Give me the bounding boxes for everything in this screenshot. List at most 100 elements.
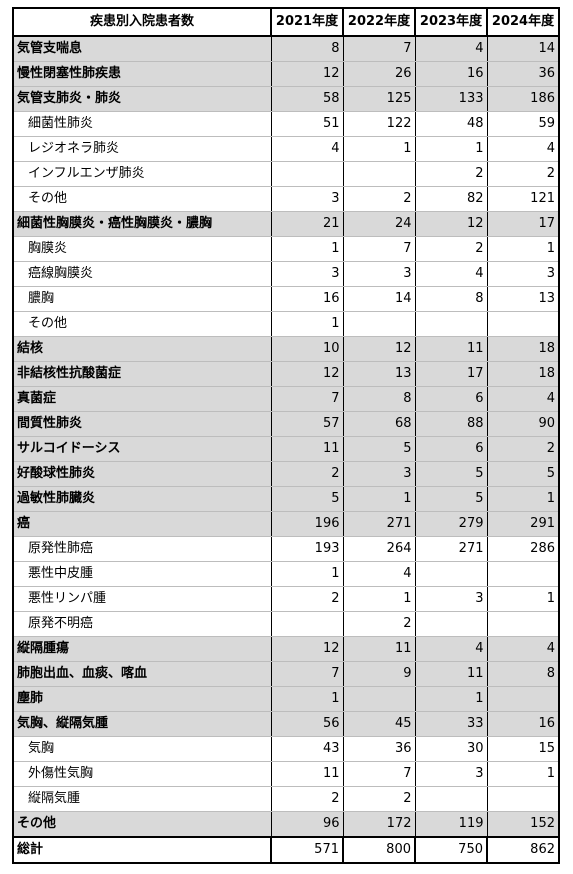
subcategory-label: 原発不明癌: [12, 611, 272, 637]
value-cell: 1: [342, 486, 416, 512]
subcategory-label: 気胸: [12, 736, 272, 762]
value-cell: 3: [414, 586, 488, 612]
category-row: その他 96 172 119 152: [12, 811, 560, 838]
subcategory-label: レジオネラ肺炎: [12, 136, 272, 162]
value-cell: 8: [414, 286, 488, 312]
subcategory-label: 悪性中皮腫: [12, 561, 272, 587]
value-cell: 14: [342, 286, 416, 312]
value-cell: 10: [270, 336, 344, 362]
value-cell: 7: [342, 761, 416, 787]
header-row: 疾患別入院患者数 2021年度 2022年度 2023年度 2024年度: [12, 7, 560, 37]
subcategory-label: インフルエンザ肺炎: [12, 161, 272, 187]
total-row: 総計 571 800 750 862: [12, 836, 560, 864]
value-cell: 5: [342, 436, 416, 462]
value-cell: [342, 311, 416, 337]
value-cell: 90: [486, 411, 560, 437]
value-cell: 3: [270, 261, 344, 287]
value-cell: 12: [270, 61, 344, 87]
category-label: その他: [12, 811, 272, 838]
subcategory-row: 胸膜炎 1 7 2 1: [12, 236, 560, 262]
value-cell: [486, 686, 560, 712]
value-cell: 4: [414, 636, 488, 662]
value-cell: 18: [486, 336, 560, 362]
category-row: 気胸、縦隔気腫 56 45 33 16: [12, 711, 560, 737]
value-cell: 122: [342, 111, 416, 137]
value-cell: [486, 311, 560, 337]
year-header: 2021年度: [270, 7, 344, 37]
category-label: 間質性肺炎: [12, 411, 272, 437]
value-cell: 11: [414, 661, 488, 687]
category-row: 気管支喘息 8 7 4 14: [12, 35, 560, 62]
subcategory-row: 気胸 43 36 30 15: [12, 736, 560, 762]
subcategory-row: その他 3 2 82 121: [12, 186, 560, 212]
value-cell: 271: [414, 536, 488, 562]
value-cell: 43: [270, 736, 344, 762]
value-cell: 133: [414, 86, 488, 112]
value-cell: 1: [414, 686, 488, 712]
value-cell: 3: [342, 261, 416, 287]
value-cell: 48: [414, 111, 488, 137]
table-body: 気管支喘息 8 7 4 14 慢性閉塞性肺疾患 12 26 16 36 気管支肺炎・肺炎 58 125 1…: [12, 35, 560, 838]
value-cell: 5: [486, 461, 560, 487]
value-cell: 4: [270, 136, 344, 162]
value-cell: 1: [270, 686, 344, 712]
value-cell: 2: [270, 786, 344, 812]
value-cell: 57: [270, 411, 344, 437]
value-cell: 2: [414, 161, 488, 187]
value-cell: 96: [270, 811, 344, 838]
value-cell: 45: [342, 711, 416, 737]
category-label: 非結核性抗酸菌症: [12, 361, 272, 387]
value-cell: 8: [486, 661, 560, 687]
value-cell: 36: [342, 736, 416, 762]
category-row: 塵肺 1 1: [12, 686, 560, 712]
category-label: サルコイドーシス: [12, 436, 272, 462]
subcategory-row: 細菌性肺炎 51 122 48 59: [12, 111, 560, 137]
category-label: 縦隔腫瘍: [12, 636, 272, 662]
value-cell: 291: [486, 511, 560, 537]
value-cell: 4: [414, 35, 488, 62]
value-cell: [486, 611, 560, 637]
subcategory-label: 細菌性肺炎: [12, 111, 272, 137]
category-label: 真菌症: [12, 386, 272, 412]
value-cell: 2: [270, 461, 344, 487]
subcategory-label: その他: [12, 186, 272, 212]
value-cell: 17: [414, 361, 488, 387]
value-cell: 8: [270, 35, 344, 62]
value-cell: 2: [414, 236, 488, 262]
value-cell: 15: [486, 736, 560, 762]
subcategory-label: 膿胸: [12, 286, 272, 312]
category-row: 肺胞出血、血痰、喀血 7 9 11 8: [12, 661, 560, 687]
category-label: 細菌性胸膜炎・癌性胸膜炎・膿胸: [12, 211, 272, 237]
value-cell: 6: [414, 386, 488, 412]
category-row: サルコイドーシス 11 5 6 2: [12, 436, 560, 462]
value-cell: 5: [414, 461, 488, 487]
value-cell: 279: [414, 511, 488, 537]
value-cell: 3: [486, 261, 560, 287]
value-cell: 3: [342, 461, 416, 487]
value-cell: 7: [342, 35, 416, 62]
category-row: 真菌症 7 8 6 4: [12, 386, 560, 412]
subcategory-label: 癌線胸膜炎: [12, 261, 272, 287]
value-cell: 8: [342, 386, 416, 412]
value-cell: 186: [486, 86, 560, 112]
value-cell: 264: [342, 536, 416, 562]
value-cell: 125: [342, 86, 416, 112]
value-cell: [342, 161, 416, 187]
category-row: 慢性閉塞性肺疾患 12 26 16 36: [12, 61, 560, 87]
value-cell: 2: [486, 161, 560, 187]
category-row: 過敏性肺臓炎 5 1 5 1: [12, 486, 560, 512]
subcategory-row: 原発性肺癌 193 264 271 286: [12, 536, 560, 562]
value-cell: 7: [270, 386, 344, 412]
subcategory-row: インフルエンザ肺炎 2 2: [12, 161, 560, 187]
admissions-table: 疾患別入院患者数 2021年度 2022年度 2023年度 2024年度 気管支…: [12, 7, 560, 864]
value-cell: 11: [270, 436, 344, 462]
category-label: 慢性閉塞性肺疾患: [12, 61, 272, 87]
value-cell: 16: [414, 61, 488, 87]
value-cell: 2: [486, 436, 560, 462]
value-cell: 13: [486, 286, 560, 312]
subcategory-row: レジオネラ肺炎 4 1 1 4: [12, 136, 560, 162]
subcategory-label: 胸膜炎: [12, 236, 272, 262]
value-cell: 33: [414, 711, 488, 737]
value-cell: 36: [486, 61, 560, 87]
value-cell: 1: [486, 236, 560, 262]
